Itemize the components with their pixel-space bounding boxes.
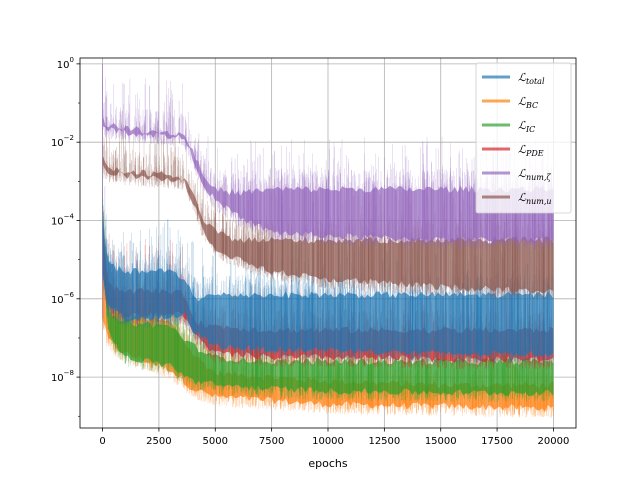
x-tick-label: 7500 [259,436,284,447]
x-tick-label: 15000 [425,436,457,447]
y-axis: 100 10−2 10−4 10−6 10−8 [51,56,80,417]
y-tick-label: 10−8 [51,369,74,384]
series-group [102,63,554,418]
y-tick-label: 10−2 [51,134,74,149]
legend-label: ℒBC [518,95,538,110]
x-tick-label: 10000 [312,436,344,447]
y-tick-label: 10−4 [51,212,75,227]
legend-label: ℒtotal [518,71,545,86]
y-tick-label: 100 [57,56,74,71]
x-tick-label: 5000 [203,436,228,447]
series-noise [102,116,553,301]
legend: ℒtotal ℒBC ℒIC ℒPDE ℒnum,ζ ℒnum,u [475,62,572,214]
x-tick-label: 17500 [481,436,513,447]
series-total-band [102,186,554,364]
legend-label: ℒIC [518,119,535,134]
legend-label: ℒnum,ζ [518,167,551,182]
x-axis-label: epochs [308,457,347,470]
x-tick-label: 12500 [368,436,400,447]
x-tick-label: 2500 [146,436,171,447]
x-tick-label: 0 [99,436,105,447]
y-tick-label: 10−6 [51,291,75,306]
x-tick-label: 20000 [538,436,570,447]
legend-label: ℒnum,u [518,191,552,206]
series-band-fill [102,155,554,294]
x-axis: 0 2500 5000 7500 10000 12500 15000 17500 20000 [99,428,569,447]
series-band-fill [102,198,554,396]
series-numu-band [102,116,554,301]
legend-label: ℒPDE [518,143,544,158]
series-noise [102,186,554,364]
